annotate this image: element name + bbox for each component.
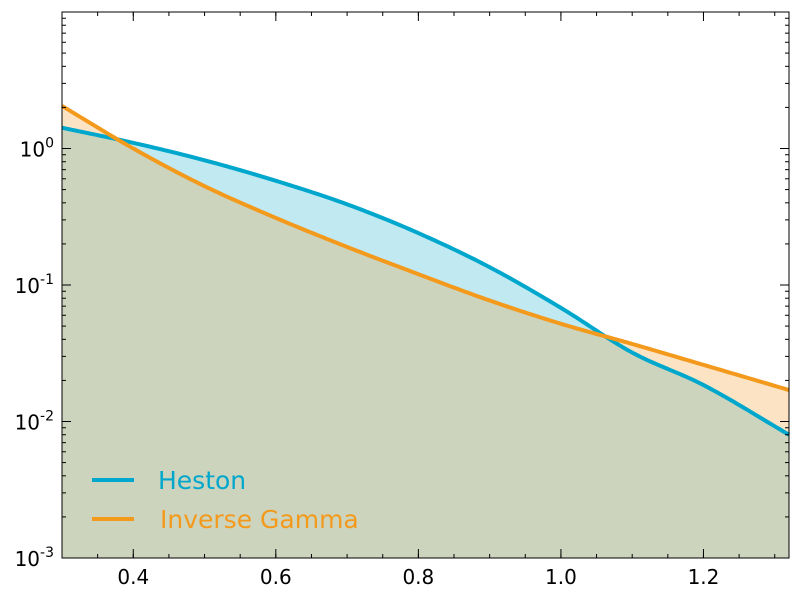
- plot-frame: [61, 11, 790, 559]
- y-tick-base: 10: [15, 547, 40, 571]
- y-tick-label: 10-3: [15, 545, 54, 571]
- fill-overlap: [62, 127, 789, 559]
- x-tick-label: 0.4: [117, 565, 149, 589]
- x-tick-labels: 0.4 0.6 0.8 1.0 1.2: [117, 565, 719, 589]
- legend: Heston Inverse Gamma: [92, 466, 359, 534]
- series-line-inverse-gamma: [60, 104, 790, 392]
- x-tick-label: 0.6: [260, 565, 292, 589]
- y-tick-exponent: 0: [45, 136, 54, 152]
- y-tick-base: 10: [15, 411, 40, 435]
- legend-label-inverse-gamma: Inverse Gamma: [160, 505, 359, 534]
- y-tick-label: 100: [20, 136, 54, 162]
- y-tick-label: 10-1: [15, 272, 54, 298]
- y-tick-exponent: -1: [40, 272, 54, 288]
- series-line-heston: [61, 125, 791, 437]
- axis-ticks: [61, 12, 789, 559]
- series-fills: [62, 105, 789, 559]
- y-tick-base: 10: [20, 138, 45, 162]
- y-tick-exponent: -3: [40, 545, 54, 561]
- y-tick-base: 10: [15, 274, 40, 298]
- y-tick-label: 10-2: [15, 409, 54, 435]
- legend-label-heston: Heston: [158, 466, 246, 495]
- x-tick-label: 1.0: [545, 565, 577, 589]
- x-tick-label: 1.2: [688, 565, 720, 589]
- series-lines: [60, 104, 791, 437]
- y-tick-exponent: -2: [40, 409, 54, 425]
- x-tick-label: 0.8: [402, 565, 434, 589]
